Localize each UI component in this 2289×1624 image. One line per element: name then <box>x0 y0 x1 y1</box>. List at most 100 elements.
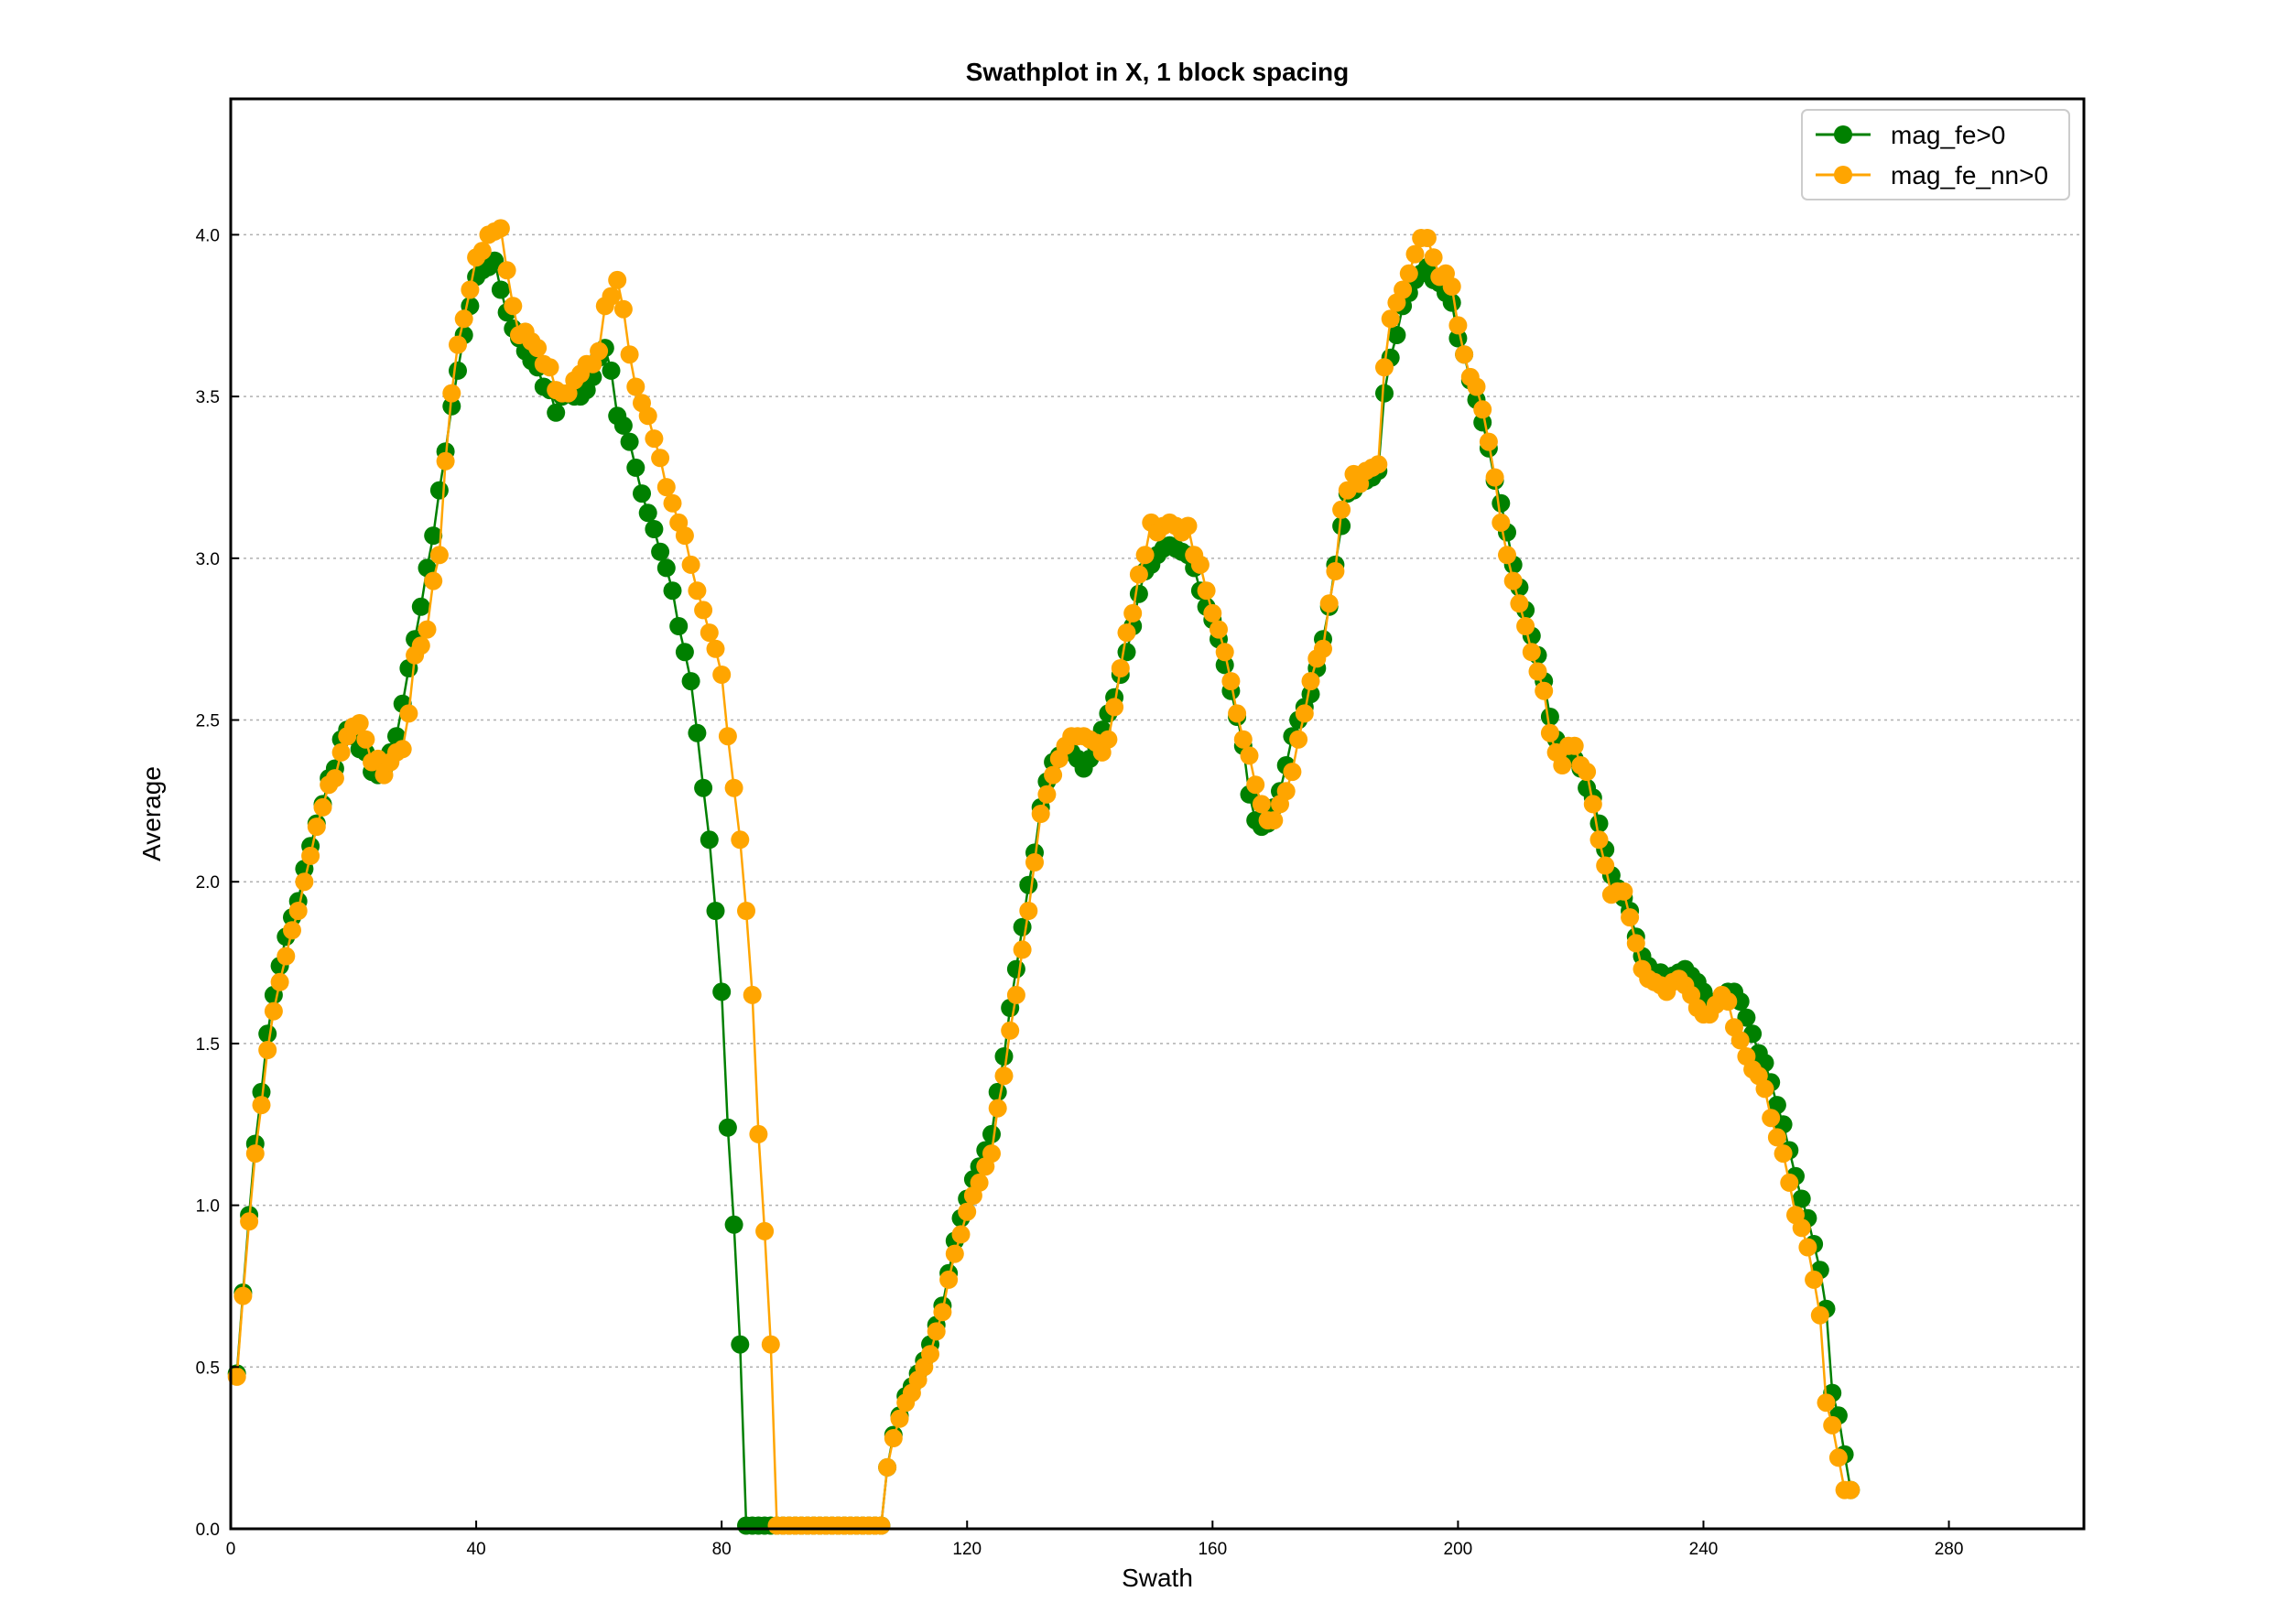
data-point <box>1485 468 1504 487</box>
data-point <box>1006 959 1025 979</box>
data-point <box>1019 902 1038 920</box>
data-point <box>1596 856 1615 875</box>
data-point <box>1117 623 1136 643</box>
data-point <box>1399 264 1418 283</box>
data-point <box>1589 814 1609 833</box>
data-point <box>1301 685 1320 704</box>
data-point <box>656 478 676 497</box>
data-point <box>1240 746 1259 765</box>
data-point <box>663 581 682 601</box>
data-point <box>921 1345 939 1364</box>
data-point <box>939 1270 959 1289</box>
data-point <box>393 740 412 759</box>
data-point <box>1442 277 1461 296</box>
data-point <box>1589 830 1609 850</box>
data-point <box>429 546 449 565</box>
data-point <box>307 817 326 837</box>
data-point <box>1387 326 1406 344</box>
data-point <box>1492 493 1511 513</box>
data-point <box>731 830 750 850</box>
data-point <box>1455 345 1474 364</box>
data-point <box>1099 730 1118 749</box>
plot-frame <box>229 97 2086 1531</box>
data-point <box>245 1144 265 1164</box>
data-point <box>288 902 308 920</box>
data-point <box>547 403 566 422</box>
data-point <box>1332 500 1351 519</box>
chart-title: Swathplot in X, 1 block spacing <box>966 58 1350 86</box>
data-point <box>436 451 455 471</box>
data-point <box>1332 516 1351 536</box>
x-tick-label: 80 <box>712 1540 732 1559</box>
data-point <box>602 287 621 306</box>
y-axis-label: Average <box>137 766 166 861</box>
data-point <box>958 1202 977 1221</box>
data-point <box>1828 1448 1848 1467</box>
data-point <box>1129 565 1148 584</box>
data-point <box>1737 1008 1756 1027</box>
data-point <box>1792 1189 1811 1208</box>
data-point <box>424 526 443 546</box>
data-point <box>264 1001 283 1021</box>
x-tick-label: 280 <box>1935 1540 1964 1559</box>
data-point <box>1578 763 1597 782</box>
data-point <box>970 1173 989 1192</box>
data-point <box>1762 1109 1781 1128</box>
data-point <box>442 384 461 403</box>
data-point <box>613 416 633 435</box>
data-point <box>675 643 694 662</box>
data-point <box>399 704 418 723</box>
data-point <box>1405 244 1425 264</box>
data-point <box>1252 795 1271 814</box>
data-point <box>988 1099 1007 1118</box>
data-point <box>1774 1144 1793 1164</box>
data-point <box>1553 756 1572 774</box>
data-point <box>1203 603 1222 623</box>
data-point <box>688 723 707 742</box>
y-tick-label: 1.5 <box>196 1035 220 1055</box>
data-point <box>1111 659 1130 677</box>
x-tick-label: 120 <box>952 1540 982 1559</box>
legend-marker-mag-fe-nn <box>1834 166 1852 184</box>
data-point <box>590 341 609 361</box>
x-tick-label: 200 <box>1444 1540 1473 1559</box>
data-point <box>620 432 639 451</box>
data-point <box>1246 775 1265 795</box>
data-point <box>227 1367 246 1386</box>
data-point <box>988 1082 1007 1101</box>
data-point <box>258 1041 277 1059</box>
data-point <box>1719 992 1738 1011</box>
data-point <box>1283 763 1302 782</box>
data-point <box>724 778 743 797</box>
data-point <box>688 581 707 601</box>
data-point <box>651 542 670 561</box>
data-point <box>731 1335 750 1354</box>
data-point <box>1228 704 1247 723</box>
data-point <box>1535 681 1554 700</box>
data-point <box>626 377 645 396</box>
grid-lines <box>231 233 2084 1369</box>
data-point <box>1025 853 1044 872</box>
data-point <box>1295 704 1314 723</box>
data-point <box>1841 1480 1860 1499</box>
data-point <box>1019 875 1038 894</box>
data-point <box>1301 672 1320 691</box>
data-point <box>706 639 725 658</box>
data-point <box>712 666 732 684</box>
data-point <box>663 493 682 513</box>
data-point <box>1767 1128 1786 1147</box>
data-point <box>1823 1415 1842 1435</box>
data-point <box>1215 643 1234 662</box>
data-point <box>1492 513 1511 532</box>
data-point <box>1319 594 1339 613</box>
y-tick-label: 1.0 <box>196 1197 220 1217</box>
data-point <box>1233 730 1253 749</box>
data-point <box>620 345 639 364</box>
data-point <box>1448 316 1468 335</box>
legend-label-mag-fe: mag_fe>0 <box>1891 121 2005 149</box>
data-point <box>411 597 430 616</box>
data-point <box>504 297 523 316</box>
data-point <box>1044 765 1063 785</box>
x-axis-label: Swath <box>1122 1564 1193 1592</box>
